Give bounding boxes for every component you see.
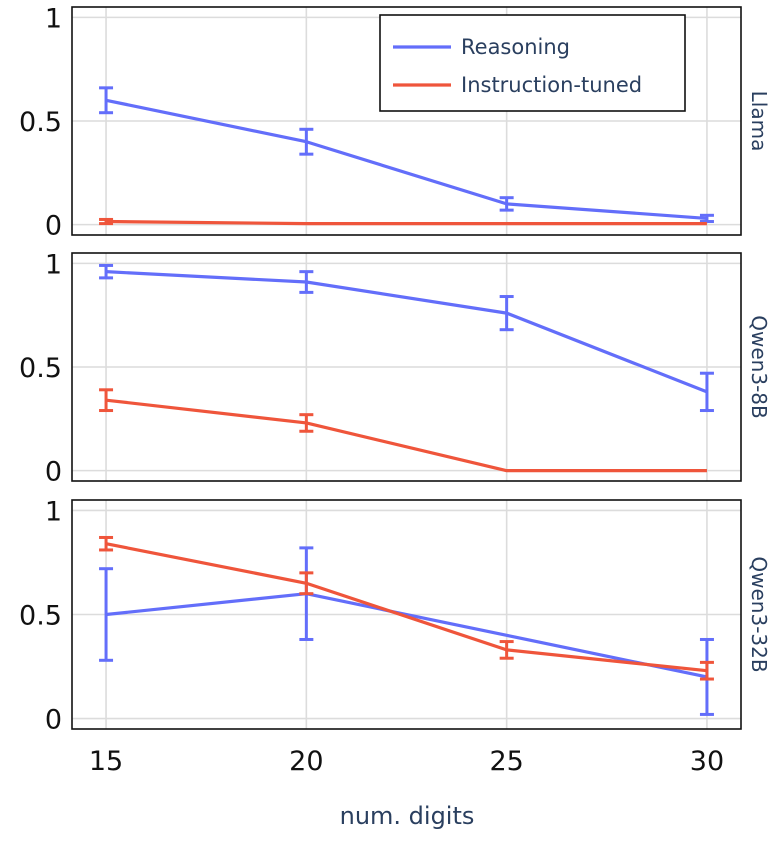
series-line-reasoning xyxy=(105,98,708,221)
error-bar xyxy=(99,86,114,115)
panel-frame xyxy=(71,499,742,730)
error-bar xyxy=(699,213,714,224)
legend: Reasoning Instruction-tuned xyxy=(379,14,686,112)
facet-label: Qwen3-8B xyxy=(747,315,771,418)
legend-box xyxy=(379,14,686,112)
y-tick-label: 0 xyxy=(45,705,62,736)
error-bar xyxy=(99,567,114,662)
x-tick-label: 15 xyxy=(89,746,123,777)
y-tick-label: 1 xyxy=(45,3,62,34)
error-bar xyxy=(99,217,114,226)
error-bar xyxy=(699,660,714,681)
x-tick-label: 20 xyxy=(289,746,323,777)
facet-label: Qwen3-32B xyxy=(747,556,771,672)
error-bar xyxy=(299,127,314,156)
error-bar xyxy=(499,640,514,660)
y-tick-label: 0 xyxy=(45,457,62,488)
y-tick-label: 0.5 xyxy=(19,601,62,632)
x-axis-title: num. digits xyxy=(340,802,475,830)
error-bar xyxy=(699,371,714,413)
legend-label: Reasoning xyxy=(461,35,570,59)
error-bar xyxy=(299,270,314,294)
series-line-instruction-tuned xyxy=(105,398,707,473)
y-tick-label: 0.5 xyxy=(19,353,62,384)
y-tick-label: 1 xyxy=(45,496,62,527)
error-bar xyxy=(99,535,114,552)
error-bar xyxy=(499,295,514,332)
panel-frame xyxy=(71,6,742,236)
panel-1: 0 0.5 1 Qwen3-8B xyxy=(19,249,771,487)
y-tick-label: 0.5 xyxy=(19,107,62,138)
series-line-instruction-tuned xyxy=(105,542,708,673)
x-axis: 15 20 25 30 xyxy=(89,746,724,777)
series-line-reasoning xyxy=(105,270,708,394)
y-tick-label: 1 xyxy=(45,249,62,280)
panel-2: 0 0.5 1 Qwen3-32B xyxy=(19,496,771,735)
error-bar xyxy=(299,413,314,433)
series-line-reasoning xyxy=(105,592,708,679)
x-tick-label: 25 xyxy=(489,746,523,777)
x-tick-label: 30 xyxy=(690,746,724,777)
panel-frame xyxy=(71,252,742,482)
error-bar xyxy=(499,196,514,212)
y-tick-label: 0 xyxy=(45,211,62,242)
chart-panels: 0 0.5 1 Llama 0 0.5 1 Qwen3-8B 0 0.5 1 Qwen3-32B xyxy=(19,3,771,735)
error-bar xyxy=(99,263,114,280)
error-bar xyxy=(299,571,314,596)
error-bar xyxy=(99,388,114,413)
facet-label: Llama xyxy=(747,91,771,152)
legend-label: Instruction-tuned xyxy=(461,73,642,97)
series-line-instruction-tuned xyxy=(106,219,707,226)
